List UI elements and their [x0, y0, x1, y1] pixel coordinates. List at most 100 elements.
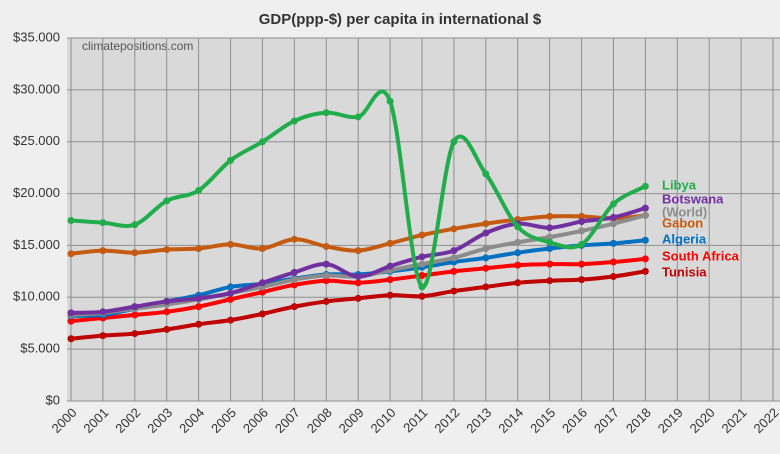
point	[482, 283, 490, 291]
point	[322, 272, 330, 280]
point	[195, 303, 203, 311]
point	[641, 204, 649, 212]
point	[546, 260, 554, 268]
point	[322, 277, 330, 285]
x-tick-label: 2003	[144, 405, 175, 436]
point	[195, 294, 203, 302]
point	[258, 245, 266, 253]
x-tick-label: 2007	[272, 405, 303, 436]
point	[322, 109, 330, 117]
point	[354, 273, 362, 281]
point	[195, 186, 203, 194]
y-tick-label: $20.000	[13, 185, 60, 200]
point	[450, 138, 458, 146]
chart-title: GDP(ppp-$) per capita in international $	[259, 11, 542, 28]
line	[70, 89, 647, 289]
point	[99, 219, 107, 227]
point	[195, 320, 203, 328]
point	[482, 264, 490, 272]
point	[609, 273, 617, 281]
point	[386, 239, 394, 247]
point	[450, 247, 458, 255]
point	[227, 283, 235, 291]
point	[163, 325, 171, 333]
point	[514, 261, 522, 269]
point	[641, 267, 649, 275]
legend-label: Tunisia	[662, 264, 707, 279]
point	[450, 267, 458, 275]
series	[67, 267, 649, 343]
point	[386, 97, 394, 105]
point	[322, 260, 330, 268]
x-tick-label: 2005	[208, 405, 239, 436]
point	[514, 238, 522, 246]
point	[482, 229, 490, 237]
point	[546, 238, 554, 246]
point	[99, 332, 107, 340]
y-tick-label: $0	[46, 392, 60, 407]
point	[163, 197, 171, 205]
point	[131, 330, 139, 338]
point	[322, 297, 330, 305]
point	[482, 170, 490, 178]
point	[67, 309, 75, 317]
point	[418, 292, 426, 300]
point	[290, 235, 298, 243]
legend-label: (World)	[662, 204, 707, 219]
point	[290, 303, 298, 311]
point	[450, 254, 458, 262]
point	[163, 246, 171, 254]
point	[354, 247, 362, 255]
point	[131, 311, 139, 319]
point	[641, 255, 649, 263]
x-tick-label: 2017	[591, 405, 622, 436]
series	[67, 204, 649, 317]
point	[67, 250, 75, 258]
legend-label: Algeria	[662, 231, 707, 246]
point	[418, 283, 426, 291]
legend-label: South Africa	[662, 248, 740, 263]
legend-label: Botswana	[662, 191, 724, 206]
point	[99, 247, 107, 255]
point	[290, 268, 298, 276]
point	[227, 289, 235, 297]
point	[67, 217, 75, 225]
point	[131, 249, 139, 257]
point	[578, 212, 586, 220]
point	[386, 276, 394, 284]
point	[354, 279, 362, 287]
x-tick-label: 2022	[750, 405, 780, 436]
point	[290, 281, 298, 289]
point	[67, 335, 75, 343]
x-tick-label: 2014	[495, 405, 526, 436]
point	[578, 276, 586, 284]
point	[578, 227, 586, 235]
point	[609, 258, 617, 266]
point	[227, 295, 235, 303]
point	[195, 245, 203, 253]
point	[514, 279, 522, 287]
point	[609, 239, 617, 247]
y-tick-label: $10.000	[13, 289, 60, 304]
x-tick-label: 2002	[112, 405, 143, 436]
y-tick-label: $35.000	[13, 29, 60, 44]
point	[227, 240, 235, 248]
point	[258, 288, 266, 296]
point	[258, 310, 266, 318]
point	[641, 211, 649, 219]
y-tick-label: $5.000	[20, 341, 60, 356]
point	[258, 279, 266, 287]
point	[258, 138, 266, 146]
point	[418, 253, 426, 261]
legend-label: Gabon	[662, 215, 703, 230]
point	[322, 242, 330, 250]
x-tick-label: 2009	[336, 405, 367, 436]
point	[354, 294, 362, 302]
series	[67, 211, 649, 258]
point	[354, 113, 362, 121]
point	[482, 245, 490, 253]
point	[67, 317, 75, 325]
x-tick-label: 2020	[687, 405, 718, 436]
x-tick-label: 2021	[719, 405, 750, 436]
point	[514, 223, 522, 231]
